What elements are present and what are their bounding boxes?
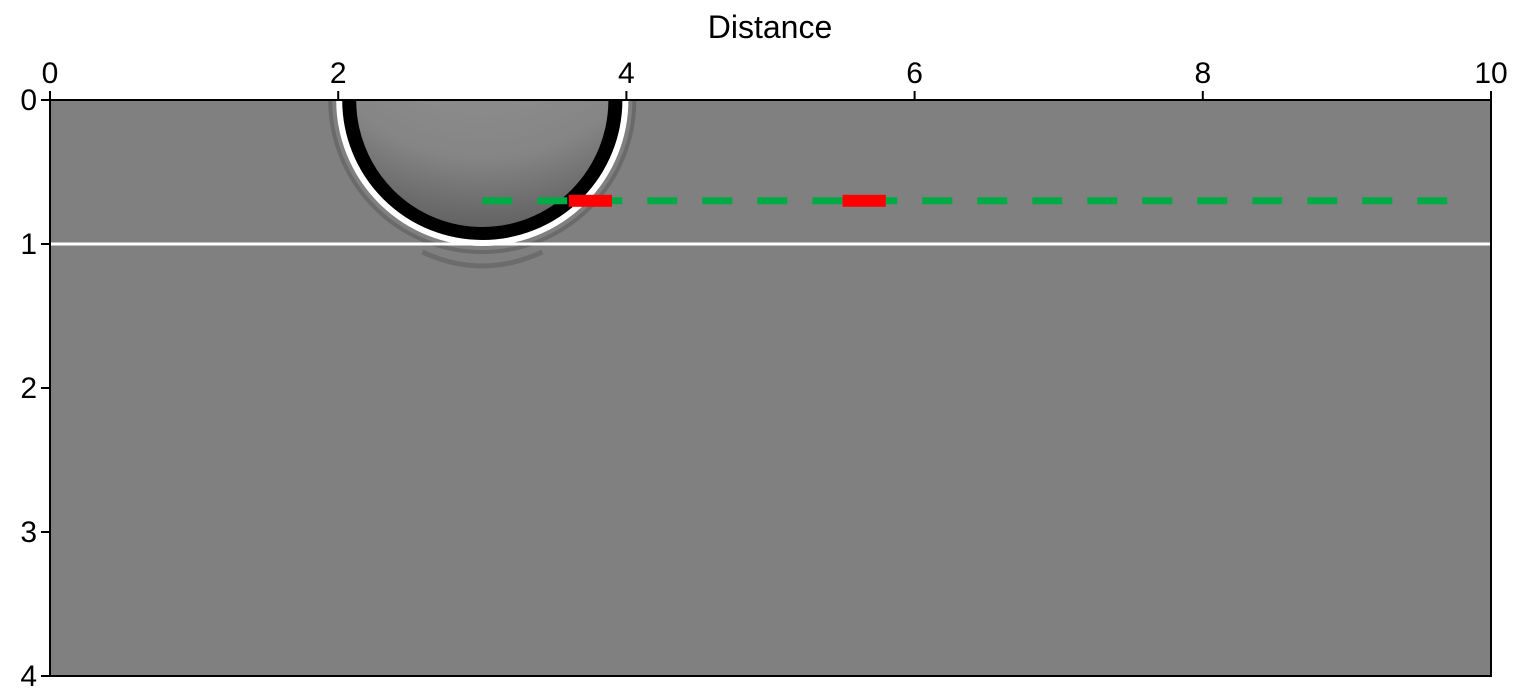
reflected-wave [421,249,544,269]
highlight-segment-1 [568,194,612,207]
y-tick-label-4: 4 [20,660,37,692]
y-tick-label-3: 3 [20,516,37,549]
x-axis-title: Distance [708,9,833,45]
x-tick-label-4: 4 [618,57,635,90]
x-axis: 0 2 4 6 8 10 [42,57,1508,100]
overlay-layer [50,194,1491,246]
y-axis: 0 1 2 3 4 [20,84,50,692]
y-tick-label-2: 2 [20,372,37,405]
highlight-segment-2 [842,194,886,207]
plot-background [50,100,1491,676]
x-tick-label-6: 6 [906,57,923,90]
y-tick-label-1: 1 [20,228,37,261]
y-tick-label-0: 0 [20,84,37,117]
x-tick-label-10: 10 [1474,57,1507,90]
wavefront-ghost [328,100,637,254]
wavefront-inner-ring [340,100,625,243]
x-tick-label-8: 8 [1194,57,1211,90]
x-tick-label-2: 2 [330,57,347,90]
x-tick-label-0: 0 [42,57,59,90]
